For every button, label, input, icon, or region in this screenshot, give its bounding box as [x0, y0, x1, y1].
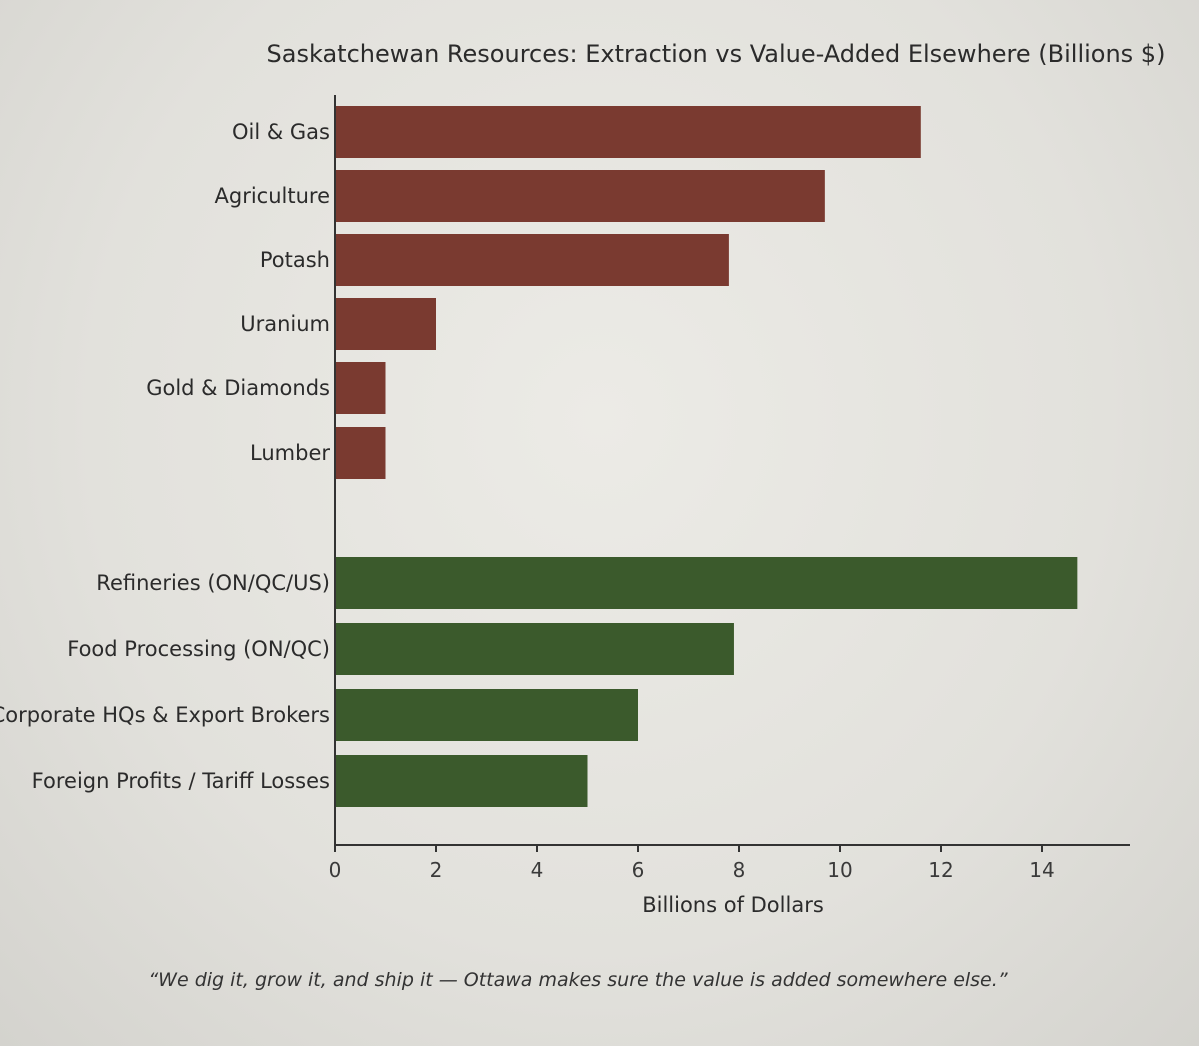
category-label: Foreign Profits / Tariff Losses: [32, 769, 330, 793]
bar-potash: [335, 234, 729, 286]
x-tick-label: 6: [632, 858, 645, 882]
bar-corporate-hqs-export-brokers: [335, 689, 638, 741]
category-label: Agriculture: [215, 184, 331, 208]
x-ticks: 0 2 4 6 8 10 12 14: [329, 845, 1055, 882]
x-tick-label: 8: [733, 858, 746, 882]
category-label: Refineries (ON/QC/US): [96, 571, 330, 595]
x-tick-label: 10: [827, 858, 852, 882]
category-label: Oil & Gas: [232, 120, 330, 144]
bar-oil-gas: [335, 106, 921, 158]
x-tick-label: 14: [1029, 858, 1054, 882]
bars-group: [335, 106, 1078, 807]
bar-agriculture: [335, 170, 825, 222]
category-label: Uranium: [240, 312, 330, 336]
category-label: Lumber: [250, 441, 330, 465]
bar-uranium: [335, 298, 436, 350]
x-axis-label: Billions of Dollars: [642, 893, 824, 917]
category-label: Gold & Diamonds: [146, 376, 330, 400]
x-tick-label: 4: [531, 858, 544, 882]
category-label: Corporate HQs & Export Brokers: [0, 703, 330, 727]
bar-refineries-on-qc-us: [335, 557, 1078, 609]
bar-lumber: [335, 427, 386, 479]
x-tick-label: 0: [329, 858, 342, 882]
category-label: Food Processing (ON/QC): [67, 637, 330, 661]
category-label: Potash: [260, 248, 330, 272]
chart-caption: “We dig it, grow it, and ship it — Ottaw…: [148, 969, 1007, 991]
x-tick-label: 2: [430, 858, 443, 882]
chart-title: Saskatchewan Resources: Extraction vs Va…: [267, 40, 1166, 68]
bar-food-processing-on-qc: [335, 623, 734, 675]
x-tick-label: 12: [928, 858, 953, 882]
category-labels: Oil & Gas Agriculture Potash Uranium Gold & …: [0, 120, 330, 793]
bar-foreign-profits-tariff-losses: [335, 755, 588, 807]
bar-gold-diamonds: [335, 362, 386, 414]
